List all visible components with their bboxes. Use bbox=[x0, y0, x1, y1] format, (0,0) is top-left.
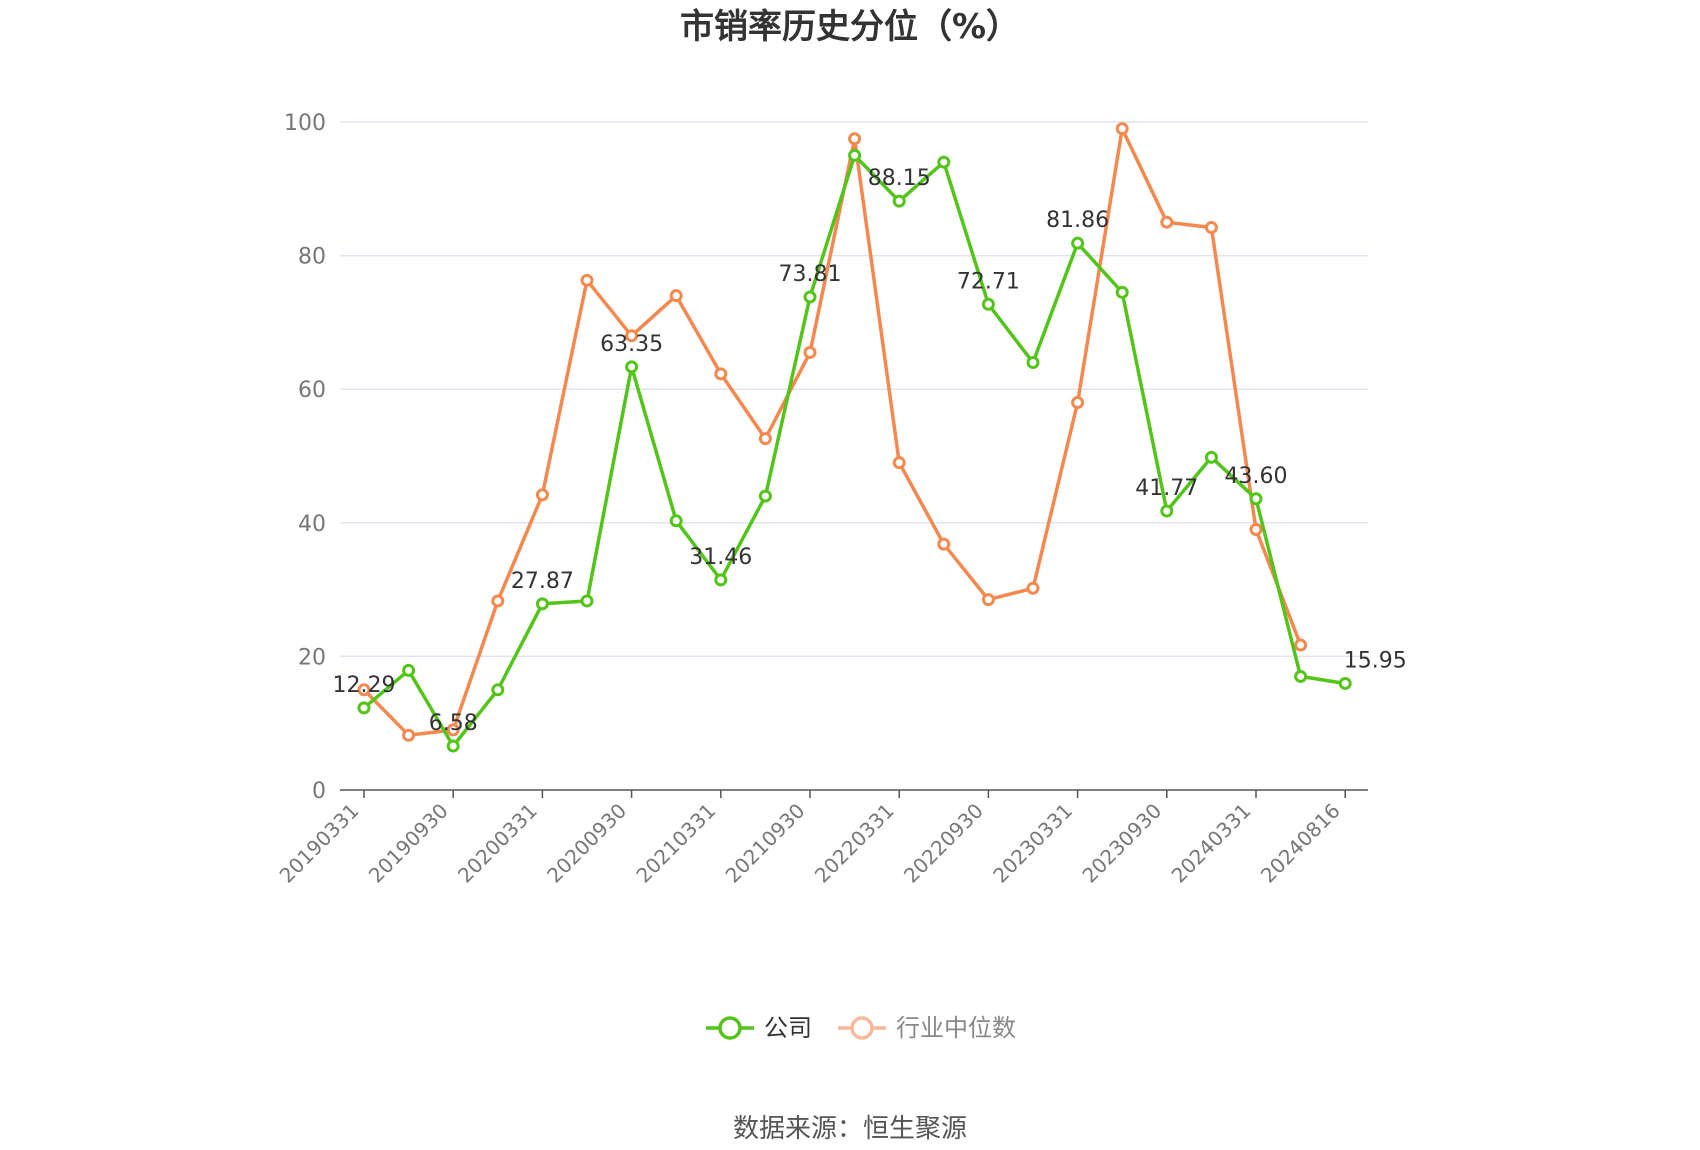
data-point bbox=[758, 489, 772, 503]
data-point bbox=[892, 456, 906, 470]
data-point bbox=[1204, 450, 1218, 464]
data-point bbox=[937, 155, 951, 169]
legend-item-0[interactable]: 公司 bbox=[706, 1014, 812, 1042]
data-point bbox=[1160, 215, 1174, 229]
y-axis: 0 20 40 60 80 100 bbox=[284, 111, 326, 804]
data-point bbox=[357, 701, 371, 715]
x-tick-label: 20200930 bbox=[542, 799, 631, 888]
data-point bbox=[848, 132, 862, 146]
data-point bbox=[1115, 285, 1129, 299]
data-label: 81.86 bbox=[1046, 208, 1109, 233]
data-point bbox=[892, 194, 906, 208]
data-point bbox=[669, 289, 683, 303]
data-point bbox=[848, 148, 862, 162]
data-point bbox=[1071, 236, 1085, 250]
legend-item-1[interactable]: 行业中位数 bbox=[838, 1014, 1016, 1042]
data-label: 88.15 bbox=[868, 166, 931, 191]
series-0 bbox=[357, 148, 1352, 753]
x-axis: 20190331 20190930 20200331 20200930 20210331… bbox=[275, 789, 1368, 888]
data-label: 12.29 bbox=[333, 673, 396, 698]
x-tick-label: 20190331 bbox=[275, 799, 364, 888]
data-point bbox=[625, 329, 639, 343]
data-point bbox=[491, 594, 505, 608]
x-tick-label: 20230930 bbox=[1077, 799, 1166, 888]
data-labels: 12.29 6.58 27.87 63.35 31.46 73.81 88.15 72.71 8… bbox=[333, 166, 1407, 736]
data-label: 63.35 bbox=[600, 332, 663, 357]
y-tick-label: 100 bbox=[284, 111, 326, 136]
x-tick-label: 20190930 bbox=[364, 799, 453, 888]
data-point bbox=[402, 663, 416, 677]
data-point bbox=[1294, 669, 1308, 683]
data-point bbox=[981, 593, 995, 607]
data-point bbox=[758, 432, 772, 446]
data-point bbox=[714, 573, 728, 587]
data-point bbox=[535, 597, 549, 611]
data-point bbox=[357, 683, 371, 697]
data-label: 27.87 bbox=[511, 569, 574, 594]
y-tick-label: 40 bbox=[298, 512, 326, 537]
data-label: 41.77 bbox=[1135, 476, 1198, 501]
data-point bbox=[1249, 492, 1263, 506]
data-point bbox=[669, 514, 683, 528]
series-line bbox=[362, 126, 1303, 737]
data-point bbox=[446, 739, 460, 753]
data-label: 43.60 bbox=[1225, 464, 1288, 489]
data-point bbox=[714, 367, 728, 381]
grid bbox=[340, 121, 1368, 658]
x-tick-label: 20200331 bbox=[453, 799, 542, 888]
data-label: 31.46 bbox=[689, 545, 752, 570]
data-point bbox=[981, 297, 995, 311]
x-tick-label: 20210331 bbox=[631, 799, 720, 888]
data-point bbox=[1338, 676, 1352, 690]
chart-title: 市销率历史分位（%） bbox=[680, 7, 1020, 47]
data-point bbox=[446, 723, 460, 737]
series-layer bbox=[357, 122, 1352, 753]
data-point bbox=[937, 537, 951, 551]
data-point bbox=[803, 345, 817, 359]
data-point bbox=[1160, 504, 1174, 518]
y-tick-label: 80 bbox=[298, 245, 326, 270]
data-label: 15.95 bbox=[1344, 648, 1407, 673]
source-note: 数据来源：恒生聚源 bbox=[733, 1114, 967, 1144]
data-point bbox=[1071, 396, 1085, 410]
data-point bbox=[1115, 122, 1129, 136]
data-point bbox=[1249, 522, 1263, 536]
x-tick-label: 20210930 bbox=[721, 799, 810, 888]
x-tick-label: 20240816 bbox=[1256, 799, 1345, 888]
legend-marker bbox=[718, 1016, 742, 1040]
data-point bbox=[803, 290, 817, 304]
data-point bbox=[580, 594, 594, 608]
data-point bbox=[1204, 221, 1218, 235]
legend-label: 行业中位数 bbox=[896, 1014, 1016, 1042]
legend-marker bbox=[850, 1016, 874, 1040]
data-label: 73.81 bbox=[779, 262, 842, 287]
series-1 bbox=[357, 122, 1308, 742]
data-point bbox=[1294, 638, 1308, 652]
series-line bbox=[362, 153, 1346, 748]
data-point bbox=[1026, 355, 1040, 369]
y-tick-label: 0 bbox=[312, 779, 326, 804]
x-tick-label: 20240331 bbox=[1167, 799, 1256, 888]
data-point bbox=[535, 488, 549, 502]
data-label: 72.71 bbox=[957, 269, 1020, 294]
y-tick-label: 60 bbox=[298, 378, 326, 403]
y-tick-label: 20 bbox=[298, 645, 326, 670]
x-tick-label: 20220331 bbox=[810, 799, 899, 888]
data-label: 6.58 bbox=[429, 711, 478, 736]
data-point bbox=[625, 360, 639, 374]
data-point bbox=[402, 728, 416, 742]
data-point bbox=[580, 273, 594, 287]
legend-label: 公司 bbox=[764, 1014, 812, 1042]
data-point bbox=[1026, 581, 1040, 595]
data-point bbox=[491, 683, 505, 697]
x-tick-label: 20220930 bbox=[899, 799, 988, 888]
x-tick-label: 20230331 bbox=[988, 799, 1077, 888]
legend[interactable]: 公司 行业中位数 bbox=[706, 1014, 1016, 1042]
